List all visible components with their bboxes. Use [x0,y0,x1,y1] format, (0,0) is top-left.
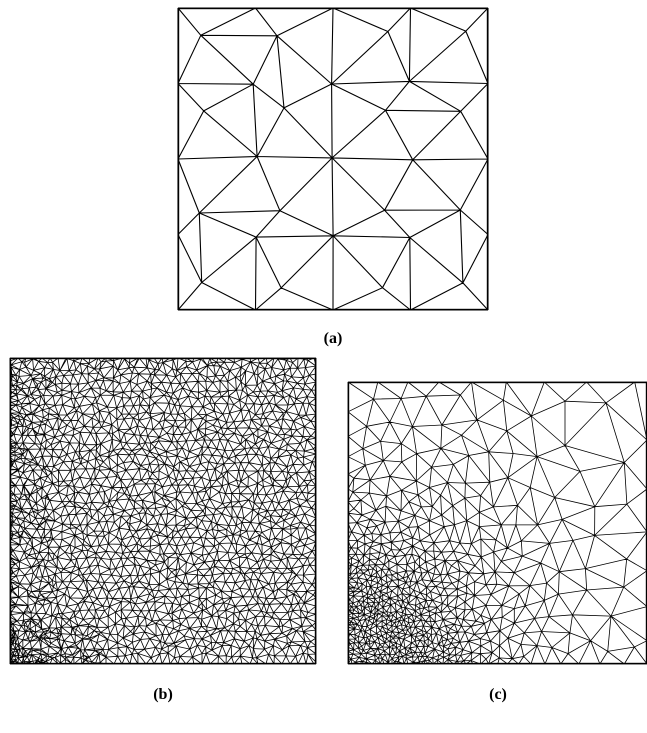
panel-b-fine-mesh [9,357,317,665]
panel-c-mesh-edges [347,381,647,665]
panel-c-graded-mesh [347,381,647,665]
mesh-c-svg [347,381,647,665]
panel-a-mesh-edges [177,7,489,311]
mesh-b-svg [9,357,317,665]
caption-b: (b) [153,686,173,703]
caption-a: (a) [323,330,343,347]
panel-b-mesh-edges [9,357,317,665]
panel-a-coarse-mesh [177,7,489,311]
panel-a-mesh-boundary [177,7,489,311]
mesh-a-svg [177,7,489,311]
panel-b-mesh-boundary [9,357,317,665]
caption-c: (c) [489,686,507,703]
